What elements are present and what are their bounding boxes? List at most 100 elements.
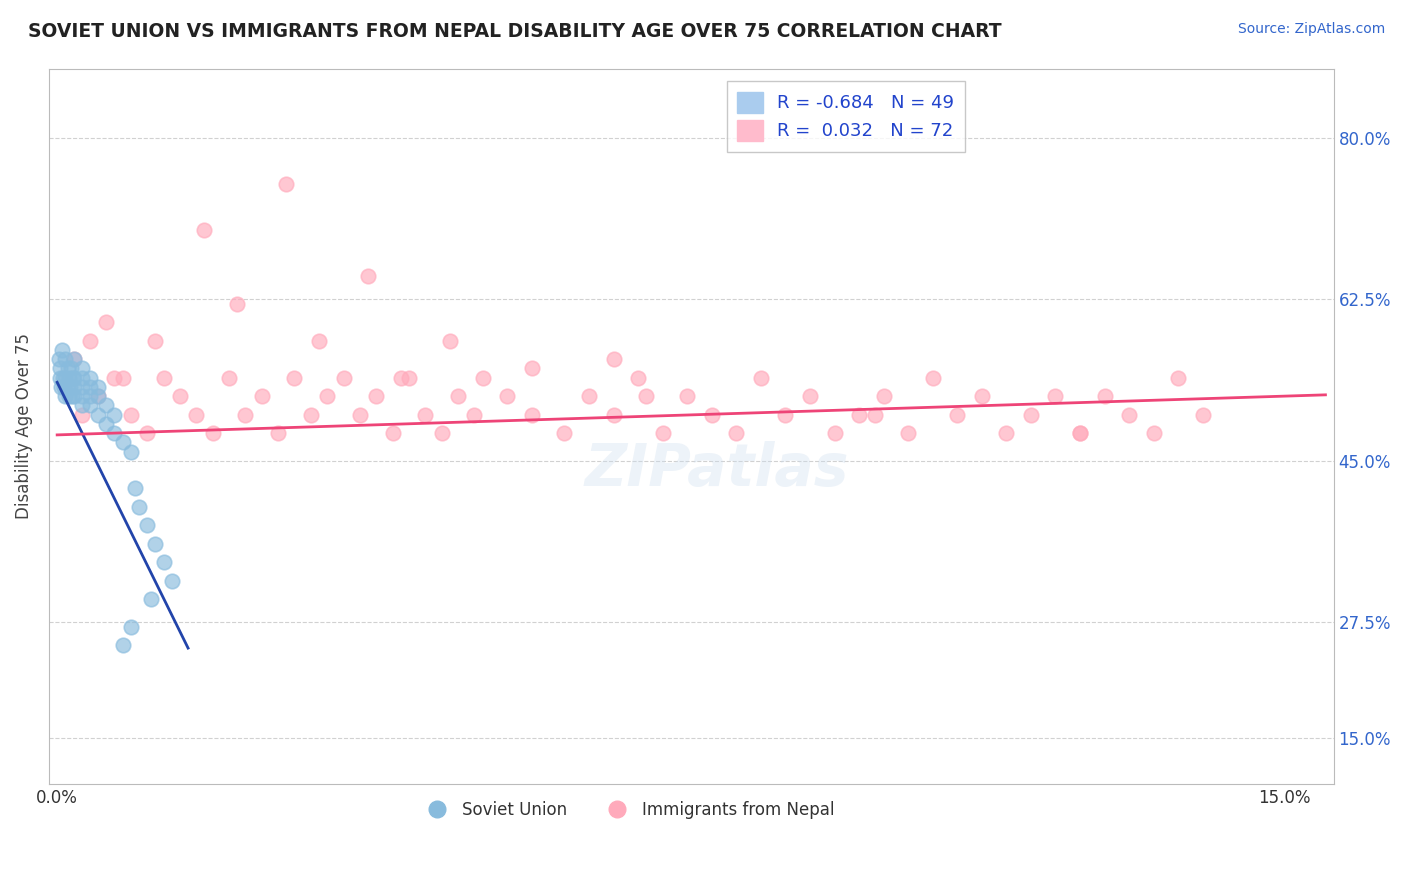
Point xyxy=(995,425,1018,440)
Text: Source: ZipAtlas.com: Source: ZipAtlas.com xyxy=(1237,22,1385,37)
Point xyxy=(872,389,894,403)
Point xyxy=(152,555,174,569)
Point xyxy=(120,408,142,422)
Point xyxy=(865,408,887,422)
Point xyxy=(48,352,70,367)
Point xyxy=(1167,370,1189,384)
Point xyxy=(848,408,870,422)
Point xyxy=(58,370,80,384)
Point xyxy=(51,343,73,357)
Point xyxy=(1094,389,1116,403)
Point xyxy=(308,334,330,348)
Point xyxy=(143,537,166,551)
Point xyxy=(136,518,159,533)
Point xyxy=(48,361,70,376)
Point xyxy=(70,361,93,376)
Point xyxy=(49,370,72,384)
Point xyxy=(143,334,166,348)
Point xyxy=(226,297,249,311)
Point xyxy=(60,389,83,403)
Text: SOVIET UNION VS IMMIGRANTS FROM NEPAL DISABILITY AGE OVER 75 CORRELATION CHART: SOVIET UNION VS IMMIGRANTS FROM NEPAL DI… xyxy=(28,22,1001,41)
Point xyxy=(53,389,76,403)
Point xyxy=(62,370,84,384)
Point xyxy=(366,389,388,403)
Point xyxy=(463,408,485,422)
Point xyxy=(921,370,943,384)
Point xyxy=(970,389,993,403)
Point xyxy=(120,444,142,458)
Point xyxy=(520,361,543,376)
Point xyxy=(136,425,159,440)
Point xyxy=(111,435,134,450)
Point xyxy=(381,425,404,440)
Point xyxy=(553,425,575,440)
Point xyxy=(51,380,73,394)
Point xyxy=(70,380,93,394)
Point xyxy=(111,370,134,384)
Point xyxy=(62,352,84,367)
Point xyxy=(447,389,470,403)
Point xyxy=(415,408,437,422)
Point xyxy=(250,389,273,403)
Point xyxy=(520,408,543,422)
Point xyxy=(53,370,76,384)
Point xyxy=(799,389,821,403)
Point xyxy=(128,500,150,514)
Point xyxy=(700,408,723,422)
Point xyxy=(152,370,174,384)
Point xyxy=(398,370,420,384)
Point xyxy=(349,408,371,422)
Legend: Soviet Union, Immigrants from Nepal: Soviet Union, Immigrants from Nepal xyxy=(413,794,841,825)
Point xyxy=(1069,425,1091,440)
Point xyxy=(1142,425,1164,440)
Point xyxy=(103,425,125,440)
Point xyxy=(676,389,699,403)
Point xyxy=(62,380,84,394)
Point xyxy=(62,370,84,384)
Point xyxy=(651,425,673,440)
Point xyxy=(496,389,519,403)
Point xyxy=(70,389,93,403)
Point xyxy=(103,408,125,422)
Point xyxy=(96,398,118,412)
Point xyxy=(79,380,101,394)
Point xyxy=(235,408,257,422)
Point xyxy=(87,389,110,403)
Point xyxy=(897,425,920,440)
Point xyxy=(602,408,624,422)
Point xyxy=(111,638,134,652)
Point xyxy=(96,417,118,431)
Point xyxy=(218,370,240,384)
Point xyxy=(389,370,412,384)
Point xyxy=(276,177,298,191)
Point xyxy=(56,380,79,394)
Point xyxy=(56,361,79,376)
Point xyxy=(70,398,93,412)
Point xyxy=(70,370,93,384)
Point xyxy=(946,408,969,422)
Point xyxy=(87,380,110,394)
Point xyxy=(60,361,83,376)
Point xyxy=(627,370,650,384)
Point xyxy=(79,370,101,384)
Point xyxy=(62,352,84,367)
Point xyxy=(824,425,846,440)
Point xyxy=(169,389,191,403)
Point xyxy=(58,389,80,403)
Point xyxy=(578,389,600,403)
Point xyxy=(636,389,658,403)
Point xyxy=(141,592,163,607)
Point xyxy=(87,389,110,403)
Point xyxy=(79,398,101,412)
Point xyxy=(103,370,125,384)
Point xyxy=(430,425,453,440)
Point xyxy=(160,574,183,588)
Point xyxy=(79,389,101,403)
Point xyxy=(283,370,305,384)
Point xyxy=(299,408,322,422)
Point xyxy=(316,389,339,403)
Point xyxy=(193,223,215,237)
Point xyxy=(201,425,224,440)
Point xyxy=(120,620,142,634)
Point xyxy=(124,482,146,496)
